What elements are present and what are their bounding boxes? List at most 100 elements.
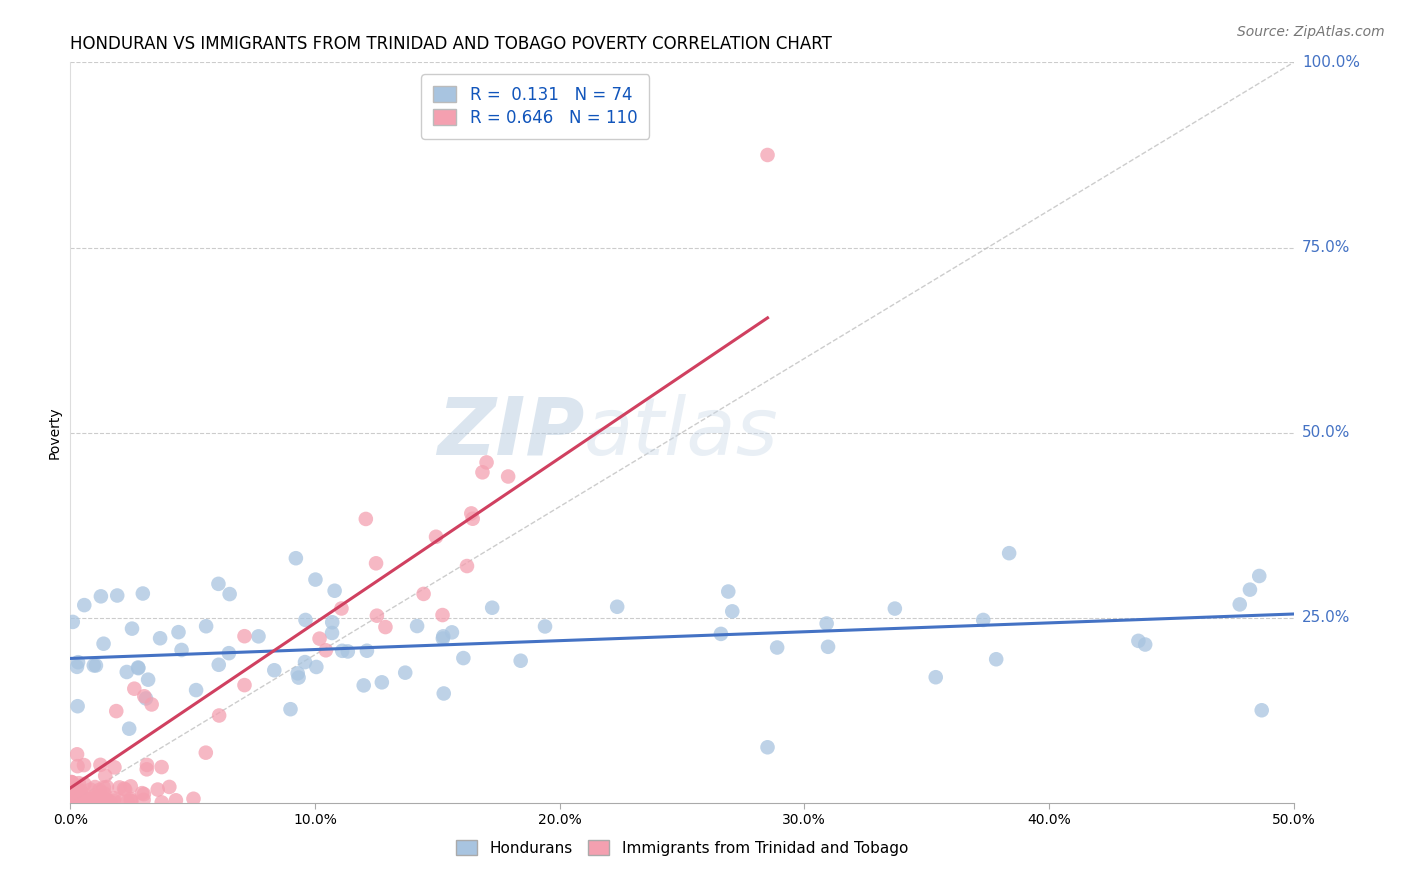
Point — [170, 643, 193, 657]
Point — [83, 795, 105, 809]
Point — [67, 795, 90, 809]
Point — [165, 793, 187, 807]
Text: 25.0%: 25.0% — [1302, 610, 1350, 625]
Point — [496, 469, 519, 483]
Point — [66, 788, 89, 802]
Point — [471, 466, 494, 480]
Point — [394, 665, 416, 680]
Point — [330, 644, 353, 658]
Point — [112, 781, 135, 796]
Point — [94, 769, 117, 783]
Point — [103, 794, 125, 808]
Point — [127, 661, 149, 675]
Point — [93, 780, 115, 795]
Point — [136, 758, 159, 772]
Point — [315, 643, 337, 657]
Point — [118, 722, 141, 736]
Point — [432, 632, 454, 646]
Point — [63, 794, 86, 808]
Point — [284, 551, 307, 566]
Point — [146, 782, 169, 797]
Point — [67, 776, 90, 790]
Point — [208, 708, 231, 723]
Point — [481, 600, 503, 615]
Point — [354, 512, 377, 526]
Point — [756, 148, 779, 162]
Point — [114, 782, 136, 797]
Point — [131, 786, 153, 800]
Point — [883, 601, 905, 615]
Point — [766, 640, 789, 655]
Point — [96, 793, 118, 807]
Y-axis label: Poverty: Poverty — [48, 407, 62, 458]
Point — [150, 760, 173, 774]
Point — [456, 559, 478, 574]
Point — [141, 698, 163, 712]
Point — [79, 792, 101, 806]
Point — [60, 775, 83, 789]
Point — [321, 626, 343, 640]
Point — [353, 678, 375, 692]
Point — [263, 663, 285, 677]
Point — [67, 787, 90, 801]
Point — [157, 780, 180, 794]
Text: Source: ZipAtlas.com: Source: ZipAtlas.com — [1237, 25, 1385, 39]
Point — [321, 615, 343, 630]
Point — [117, 795, 139, 809]
Point — [425, 530, 447, 544]
Point — [105, 589, 128, 603]
Point — [233, 629, 256, 643]
Point — [69, 783, 91, 797]
Point — [184, 683, 207, 698]
Point — [432, 608, 454, 623]
Point — [87, 789, 110, 804]
Point — [815, 616, 838, 631]
Point — [132, 586, 155, 600]
Point — [59, 793, 82, 807]
Point — [67, 783, 90, 797]
Point — [62, 794, 84, 808]
Point — [195, 619, 218, 633]
Point — [1229, 598, 1251, 612]
Point — [72, 787, 94, 801]
Text: 50.0%: 50.0% — [1302, 425, 1350, 440]
Point — [121, 622, 143, 636]
Point — [100, 795, 122, 809]
Point — [86, 794, 108, 808]
Point — [432, 629, 454, 643]
Text: 100.0%: 100.0% — [1302, 55, 1360, 70]
Point — [287, 666, 309, 681]
Point — [305, 660, 328, 674]
Point — [127, 660, 149, 674]
Point — [96, 780, 118, 794]
Text: 75.0%: 75.0% — [1302, 240, 1350, 255]
Point — [124, 681, 146, 696]
Point — [67, 655, 90, 669]
Point — [70, 793, 93, 807]
Point — [149, 632, 172, 646]
Point — [79, 792, 101, 806]
Point — [60, 775, 83, 789]
Point — [756, 740, 779, 755]
Point — [218, 646, 240, 660]
Point — [534, 619, 557, 633]
Point — [986, 652, 1008, 666]
Point — [167, 625, 190, 640]
Point — [710, 627, 733, 641]
Point — [89, 757, 111, 772]
Point — [59, 784, 82, 798]
Point — [218, 587, 240, 601]
Point — [374, 620, 396, 634]
Text: ZIP: ZIP — [437, 393, 583, 472]
Point — [1128, 633, 1150, 648]
Point — [120, 794, 142, 808]
Point — [336, 644, 359, 658]
Point — [120, 792, 142, 806]
Point — [108, 780, 131, 795]
Point — [308, 632, 330, 646]
Point — [66, 759, 89, 773]
Point — [371, 675, 394, 690]
Point — [62, 795, 84, 809]
Point — [330, 601, 353, 615]
Point — [323, 583, 346, 598]
